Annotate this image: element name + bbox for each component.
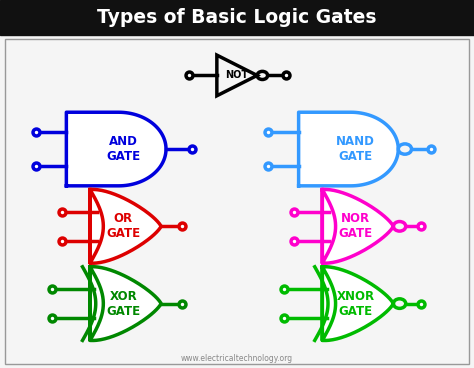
Text: XOR
GATE: XOR GATE bbox=[106, 290, 140, 318]
Text: NOR
GATE: NOR GATE bbox=[338, 212, 373, 240]
Text: www.electricaltechnology.org: www.electricaltechnology.org bbox=[181, 354, 293, 363]
Polygon shape bbox=[66, 112, 166, 186]
Polygon shape bbox=[90, 190, 161, 263]
Text: NAND
GATE: NAND GATE bbox=[336, 135, 375, 163]
Polygon shape bbox=[322, 267, 393, 340]
Text: AND
GATE: AND GATE bbox=[106, 135, 140, 163]
Text: Types of Basic Logic Gates: Types of Basic Logic Gates bbox=[97, 8, 377, 27]
Text: OR
GATE: OR GATE bbox=[106, 212, 140, 240]
Polygon shape bbox=[90, 267, 161, 340]
Polygon shape bbox=[299, 112, 398, 186]
Text: XNOR
GATE: XNOR GATE bbox=[337, 290, 374, 318]
Text: NOT: NOT bbox=[226, 70, 248, 81]
Bar bbox=[5, 39, 469, 364]
Polygon shape bbox=[322, 190, 393, 263]
Bar bbox=[0, 0, 474, 35]
